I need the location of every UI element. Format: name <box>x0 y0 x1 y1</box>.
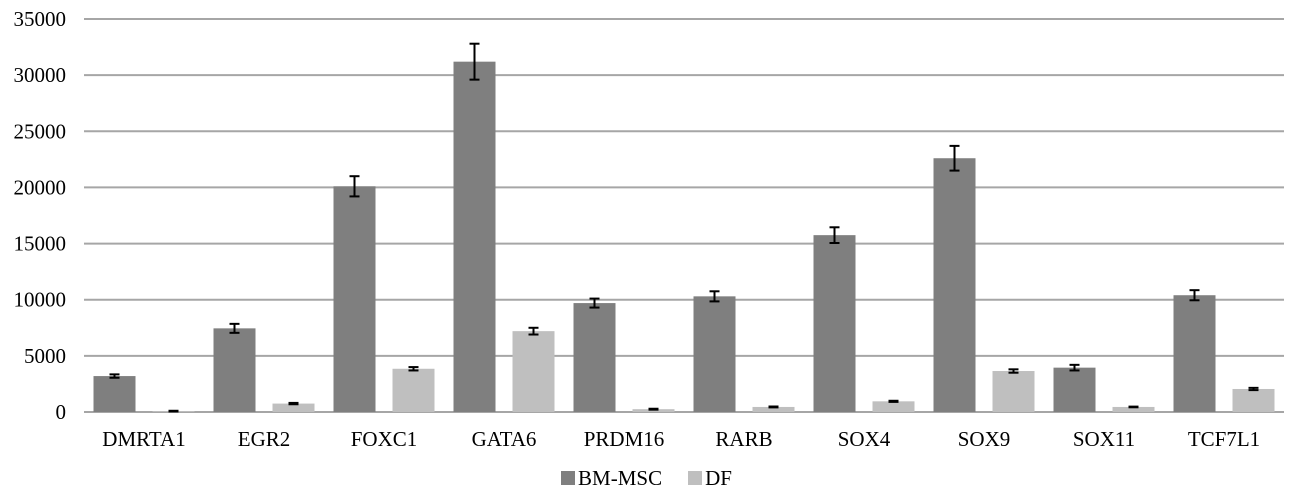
bar-bm-msc-sox11 <box>1053 367 1096 412</box>
x-tick-label: DMRTA1 <box>102 427 185 451</box>
y-tick-label: 20000 <box>14 175 67 199</box>
legend: BM-MSC DF <box>0 466 1293 490</box>
bar-bm-msc-dmrta1 <box>93 376 136 412</box>
x-tick-label: SOX4 <box>838 427 891 451</box>
x-tick-label: PRDM16 <box>584 427 665 451</box>
legend-item-df: DF <box>688 466 732 490</box>
y-tick-label: 0 <box>56 400 67 424</box>
bar-bm-msc-egr2 <box>213 328 256 412</box>
legend-item-bm-msc: BM-MSC <box>561 466 662 490</box>
bar-bm-msc-sox4 <box>813 235 856 412</box>
bar-df-sox11 <box>1112 406 1155 412</box>
error-bars <box>109 42 1259 413</box>
bar-df-egr2 <box>272 403 315 412</box>
legend-swatch-bm-msc <box>561 471 576 485</box>
bar-df-gata6 <box>512 331 555 412</box>
gridlines <box>84 18 1284 413</box>
bar-df-tcf7l1 <box>1232 388 1275 412</box>
x-tick-label: EGR2 <box>238 427 291 451</box>
x-tick-label: SOX9 <box>958 427 1011 451</box>
x-tick-label: GATA6 <box>472 427 537 451</box>
y-tick-label: 25000 <box>14 119 67 143</box>
bar-df-foxc1 <box>392 368 435 412</box>
y-axis-tick-labels: 0 5000 10000 15000 20000 25000 30000 35000 <box>14 7 67 424</box>
y-tick-label: 10000 <box>14 288 67 312</box>
y-tick-label: 15000 <box>14 232 67 256</box>
y-tick-label: 30000 <box>14 63 67 87</box>
x-tick-label: FOXC1 <box>351 427 418 451</box>
legend-swatch-df <box>688 471 703 485</box>
x-tick-label: RARB <box>715 427 772 451</box>
y-tick-label: 35000 <box>14 7 67 31</box>
bar-df-rarb <box>752 406 795 412</box>
bar-bm-msc-foxc1 <box>333 186 376 412</box>
bar-bm-msc-sox9 <box>933 158 976 412</box>
bar-bm-msc-gata6 <box>453 61 496 412</box>
legend-label-df: DF <box>705 466 732 490</box>
bar-bm-msc-rarb <box>693 296 736 412</box>
bar-df-sox4 <box>872 401 915 412</box>
bar-df-sox9 <box>992 371 1035 412</box>
bars <box>93 61 1275 412</box>
bar-chart: 0 5000 10000 15000 20000 25000 30000 35000 DMRT… <box>14 7 1284 451</box>
bar-bm-msc-prdm16 <box>573 303 616 412</box>
legend-label-bm-msc: BM-MSC <box>578 466 663 490</box>
x-tick-label: TCF7L1 <box>1188 427 1260 451</box>
x-tick-label: SOX11 <box>1073 427 1135 451</box>
bar-bm-msc-tcf7l1 <box>1173 295 1216 412</box>
y-tick-label: 5000 <box>24 344 66 368</box>
x-axis-tick-labels: DMRTA1 EGR2 FOXC1 GATA6 PRDM16 RARB SOX4 SOX9 SO… <box>102 427 1260 451</box>
